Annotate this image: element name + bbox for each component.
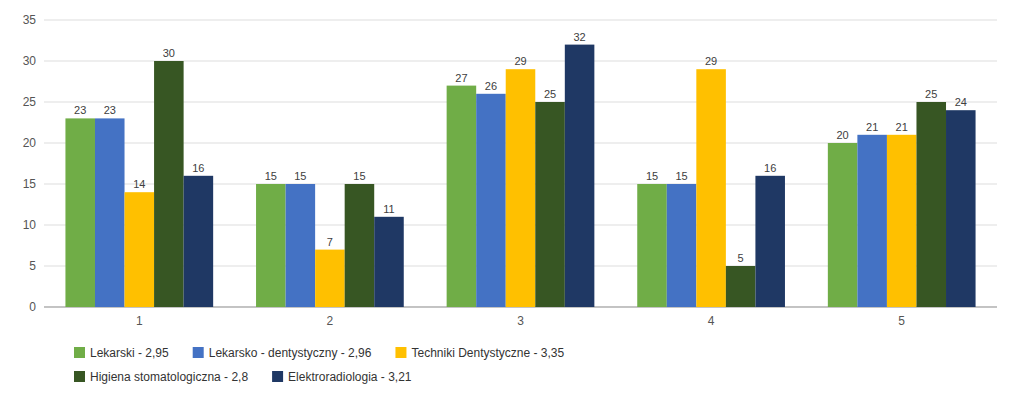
x-tick-label: 2 xyxy=(327,314,334,328)
bar xyxy=(916,102,946,307)
data-label: 15 xyxy=(675,170,687,182)
y-tick-label: 30 xyxy=(23,54,37,68)
bar xyxy=(374,217,404,307)
data-label: 32 xyxy=(573,31,585,43)
bar xyxy=(667,184,697,307)
data-label: 30 xyxy=(163,47,175,59)
data-label: 23 xyxy=(104,104,116,116)
data-label: 21 xyxy=(866,121,878,133)
data-label: 20 xyxy=(836,129,848,141)
x-tick-label: 4 xyxy=(708,314,715,328)
legend-swatch xyxy=(193,347,204,358)
grid xyxy=(44,20,997,307)
data-label: 14 xyxy=(133,178,145,190)
legend-swatch xyxy=(272,371,283,382)
data-label: 7 xyxy=(327,236,333,248)
data-label: 29 xyxy=(514,55,526,67)
legend: Lekarski - 2,95 Lekarsko - dentystyczny -… xyxy=(74,346,565,384)
bar xyxy=(256,184,286,307)
bar xyxy=(506,69,536,307)
bar xyxy=(696,69,726,307)
bar xyxy=(184,176,214,307)
bars xyxy=(65,45,975,307)
legend-swatch xyxy=(395,347,406,358)
data-labels: 23 15 27 15 20 23 15 26 15 21 14 7 29 29 21 30 15 25 5 25 16… xyxy=(74,31,967,264)
legend-label: Elektroradiologia - 3,21 xyxy=(288,370,412,384)
data-label: 16 xyxy=(764,162,776,174)
legend-label: Techniki Dentystyczne - 3,35 xyxy=(411,346,564,360)
data-label: 21 xyxy=(896,121,908,133)
bar xyxy=(946,110,976,307)
chart: 0510152025303523152715202315261521147292… xyxy=(0,0,1013,407)
bar xyxy=(65,118,95,307)
bar xyxy=(565,45,595,307)
bar xyxy=(154,61,184,307)
x-tick-label: 5 xyxy=(898,314,905,328)
legend-swatch xyxy=(74,371,85,382)
bar xyxy=(286,184,316,307)
grid-line xyxy=(44,20,997,21)
bar xyxy=(345,184,375,307)
data-label: 25 xyxy=(544,88,556,100)
y-tick-label: 0 xyxy=(29,300,36,314)
data-label: 26 xyxy=(485,80,497,92)
bar xyxy=(447,86,477,307)
data-label: 15 xyxy=(353,170,365,182)
legend-label: Lekarski - 2,95 xyxy=(90,346,169,360)
data-label: 15 xyxy=(646,170,658,182)
legend-swatch xyxy=(74,347,85,358)
bar xyxy=(315,250,345,307)
data-label: 24 xyxy=(955,96,967,108)
x-tick-label: 3 xyxy=(517,314,524,328)
bar xyxy=(828,143,858,307)
data-label: 11 xyxy=(383,203,394,215)
bar xyxy=(857,135,887,307)
y-tick-label: 35 xyxy=(23,13,37,27)
y-tick-label: 20 xyxy=(23,136,37,150)
data-label: 16 xyxy=(192,162,204,174)
data-label: 15 xyxy=(265,170,277,182)
bar xyxy=(887,135,917,307)
data-label: 25 xyxy=(925,88,937,100)
data-label: 29 xyxy=(705,55,717,67)
y-tick-label: 5 xyxy=(29,259,36,273)
bar xyxy=(726,266,756,307)
y-tick-label: 15 xyxy=(23,177,37,191)
y-tick-label: 10 xyxy=(23,218,37,232)
bar xyxy=(95,118,125,307)
y-tick-label: 25 xyxy=(23,95,37,109)
data-label: 27 xyxy=(455,72,467,84)
x-tick-label: 1 xyxy=(136,314,143,328)
bar xyxy=(637,184,667,307)
data-label: 23 xyxy=(74,104,86,116)
bar xyxy=(535,102,565,307)
legend-label: Lekarsko - dentystyczny - 2,96 xyxy=(209,346,372,360)
bar xyxy=(755,176,785,307)
data-label: 5 xyxy=(738,252,744,264)
bar xyxy=(476,94,506,307)
legend-label: Higiena stomatologiczna - 2,8 xyxy=(90,370,248,384)
data-label: 15 xyxy=(294,170,306,182)
bar xyxy=(125,192,155,307)
